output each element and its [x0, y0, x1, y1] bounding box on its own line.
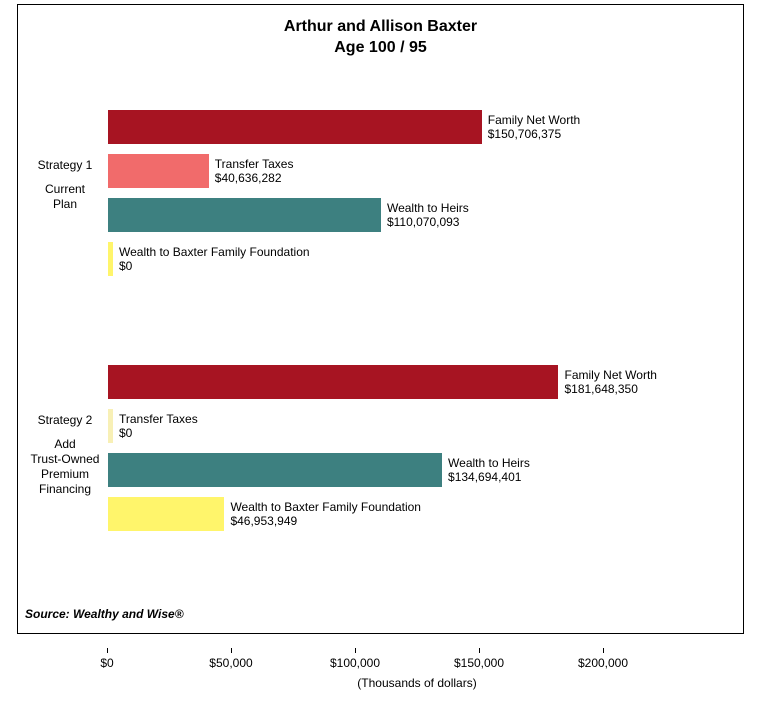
bar-label-value: $110,070,093	[387, 215, 469, 229]
bar-wealth_to_heirs	[108, 198, 381, 232]
bar-label-value: $134,694,401	[448, 470, 530, 484]
bar-family_net_worth	[108, 110, 482, 144]
bar-label-value: $0	[119, 259, 310, 273]
bar-wealth_to_heirs	[108, 453, 442, 487]
group-label-secondary: Add Trust-Owned Premium Financing	[28, 437, 108, 497]
axis-tick	[603, 648, 604, 653]
axis-tick-label: $200,000	[578, 656, 628, 670]
bar-label-value: $40,636,282	[215, 171, 294, 185]
bar-label-name: Wealth to Heirs	[387, 201, 469, 215]
title-line-1: Arthur and Allison Baxter	[18, 17, 743, 38]
axis-tick-label: $100,000	[330, 656, 380, 670]
bar-label-name: Family Net Worth	[564, 368, 656, 382]
axis-tick-label: $0	[100, 656, 113, 670]
bar-label-name: Wealth to Baxter Family Foundation	[230, 500, 421, 514]
bar-label-wealth_to_foundation: Wealth to Baxter Family Foundation$46,95…	[230, 500, 421, 529]
axis-tick-label: $50,000	[209, 656, 252, 670]
bar-label-name: Wealth to Heirs	[448, 456, 530, 470]
bar-label-wealth_to_heirs: Wealth to Heirs$110,070,093	[387, 201, 469, 230]
group-label-primary: Strategy 1	[28, 158, 108, 173]
bar-transfer_taxes	[108, 409, 113, 443]
bar-label-transfer_taxes: Transfer Taxes$0	[119, 412, 198, 441]
axis-tick	[231, 648, 232, 653]
bar-label-name: Family Net Worth	[488, 113, 580, 127]
axis-tick	[355, 648, 356, 653]
bar-label-name: Transfer Taxes	[215, 157, 294, 171]
axis-tick	[479, 648, 480, 653]
source-note: Source: Wealthy and Wise®	[25, 607, 184, 621]
bar-family_net_worth	[108, 365, 558, 399]
group-label-secondary: Current Plan	[28, 182, 108, 212]
bar-label-value: $150,706,375	[488, 127, 580, 141]
bar-wealth_to_foundation	[108, 242, 113, 276]
bar-label-name: Wealth to Baxter Family Foundation	[119, 245, 310, 259]
bar-label-wealth_to_foundation: Wealth to Baxter Family Foundation$0	[119, 245, 310, 274]
bar-label-value: $0	[119, 426, 198, 440]
x-axis-title: (Thousands of dollars)	[357, 676, 476, 690]
bar-label-value: $46,953,949	[230, 514, 421, 528]
chart-title: Arthur and Allison Baxter Age 100 / 95	[18, 17, 743, 59]
bar-transfer_taxes	[108, 154, 209, 188]
bar-wealth_to_foundation	[108, 497, 224, 531]
bar-label-transfer_taxes: Transfer Taxes$40,636,282	[215, 157, 294, 186]
bar-label-wealth_to_heirs: Wealth to Heirs$134,694,401	[448, 456, 530, 485]
x-axis: (Thousands of dollars) $0$50,000$100,000…	[107, 648, 727, 688]
chart-frame: Arthur and Allison Baxter Age 100 / 95 S…	[17, 4, 744, 634]
bar-label-family_net_worth: Family Net Worth$181,648,350	[564, 368, 656, 397]
axis-tick	[107, 648, 108, 653]
bar-label-name: Transfer Taxes	[119, 412, 198, 426]
plot-area: Strategy 1Current PlanFamily Net Worth$1…	[108, 85, 728, 615]
bar-label-family_net_worth: Family Net Worth$150,706,375	[488, 113, 580, 142]
bar-label-value: $181,648,350	[564, 382, 656, 396]
title-line-2: Age 100 / 95	[18, 38, 743, 59]
group-label-primary: Strategy 2	[28, 413, 108, 428]
axis-tick-label: $150,000	[454, 656, 504, 670]
